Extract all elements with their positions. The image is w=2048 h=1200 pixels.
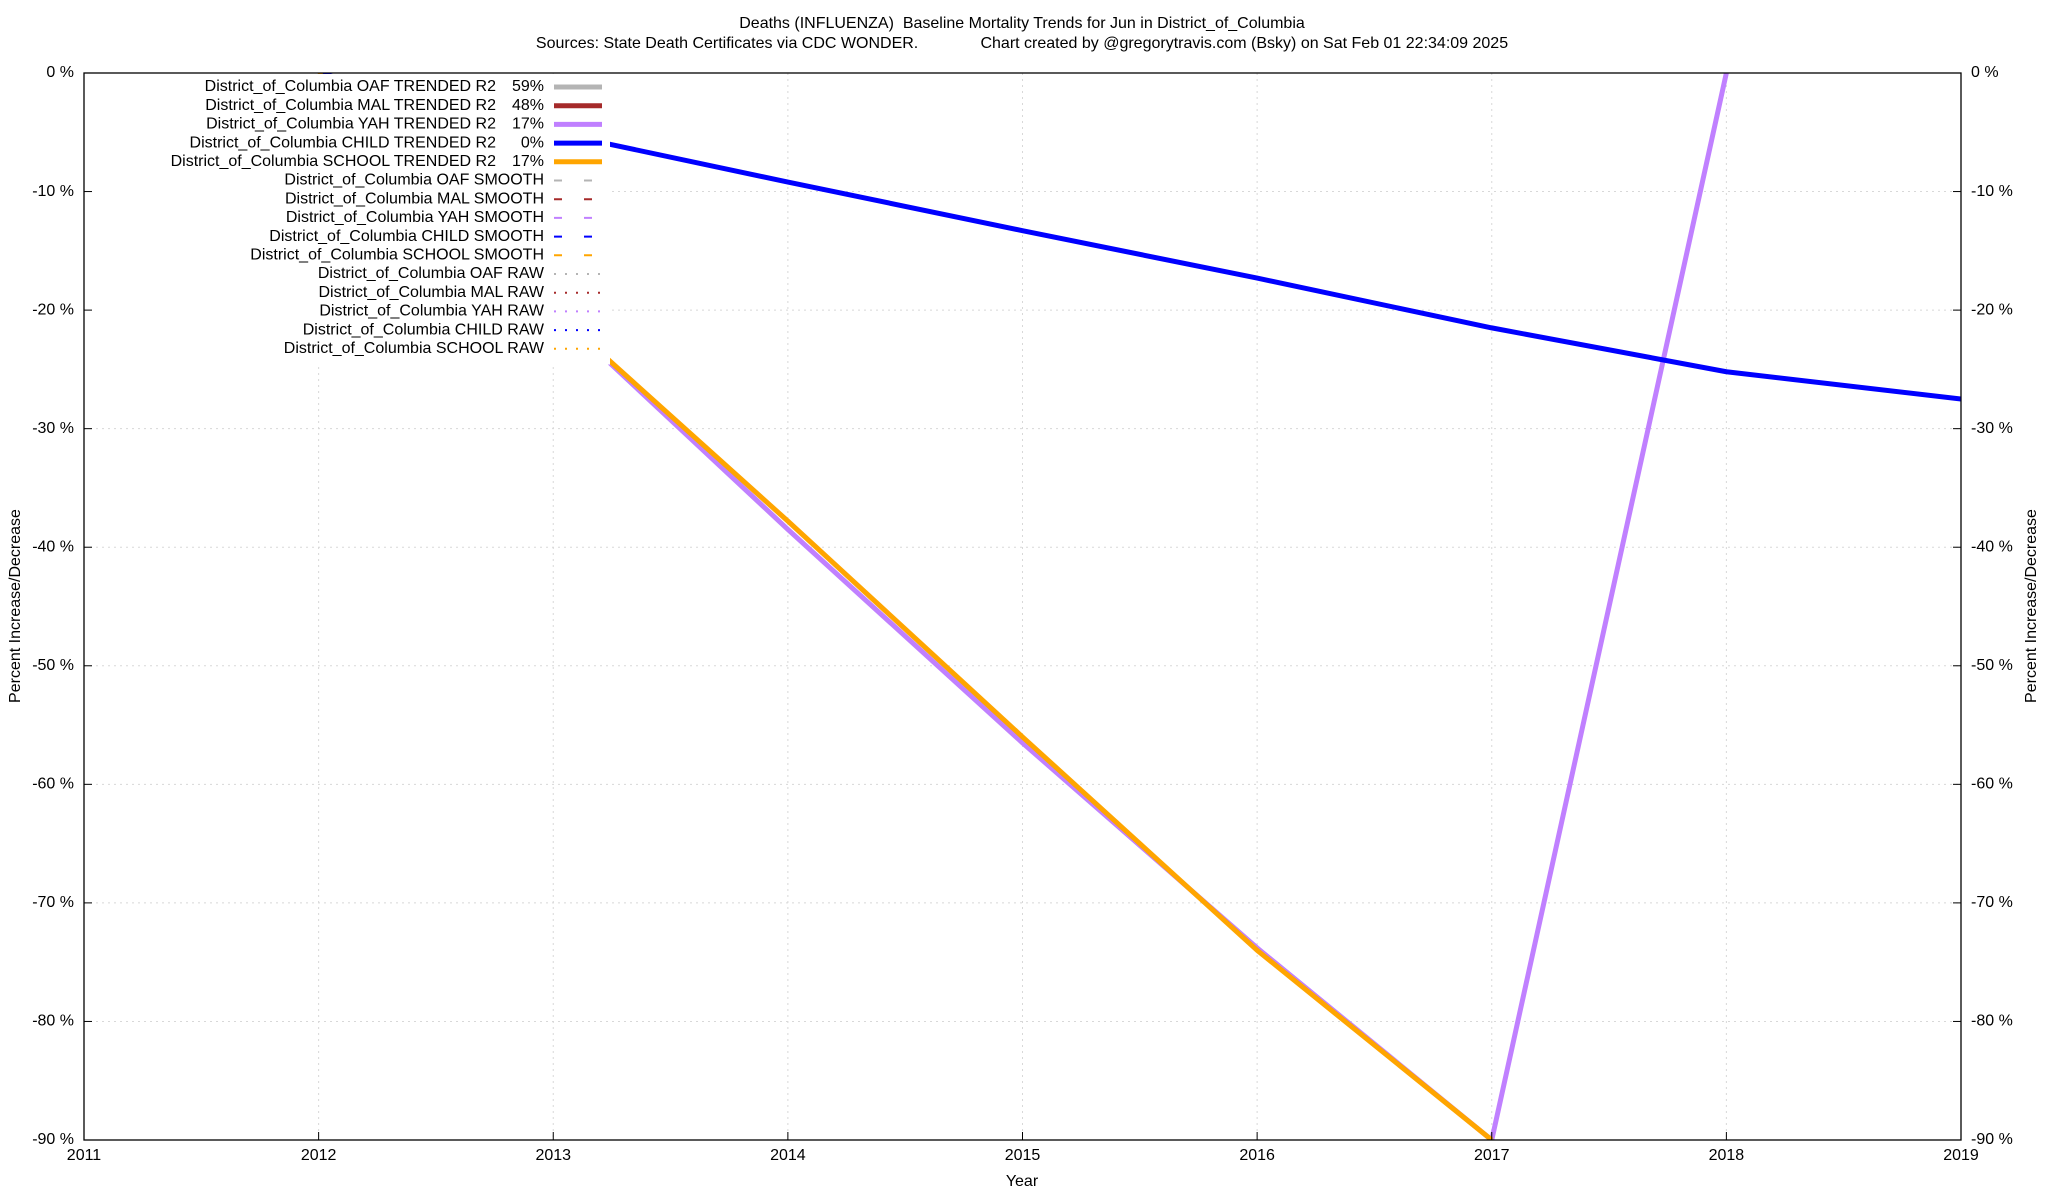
legend: District_of_Columbia OAF TRENDED R2 59% Di… bbox=[85, 74, 610, 365]
y2-tick-label: -60 % bbox=[1971, 776, 2013, 793]
y2-tick-label: -40 % bbox=[1971, 538, 2013, 555]
y2-tick-label: -20 % bbox=[1971, 301, 2013, 318]
x-tick-label: 2012 bbox=[301, 1147, 337, 1164]
y2-tick-label: -10 % bbox=[1971, 183, 2013, 200]
legend-label: District_of_Columbia MAL RAW bbox=[318, 284, 544, 301]
y2-tick-label: -50 % bbox=[1971, 657, 2013, 674]
legend-label: District_of_Columbia SCHOOL SMOOTH bbox=[250, 247, 544, 264]
legend-label: District_of_Columbia CHILD TRENDED R2 bbox=[190, 134, 497, 151]
legend-label: District_of_Columbia MAL SMOOTH bbox=[285, 190, 544, 207]
y-tick-label: -40 % bbox=[32, 538, 74, 555]
legend-label: District_of_Columbia SCHOOL TRENDED R2 bbox=[171, 153, 497, 170]
legend-r2: 59% bbox=[512, 78, 544, 95]
legend-background bbox=[85, 74, 610, 365]
y-tick-label: -20 % bbox=[32, 301, 74, 318]
legend-label: District_of_Columbia CHILD RAW bbox=[303, 321, 545, 338]
legend-r2: 17% bbox=[512, 153, 544, 170]
legend-label: District_of_Columbia OAF TRENDED R2 bbox=[205, 78, 496, 95]
legend-label: District_of_Columbia SCHOOL RAW bbox=[284, 340, 545, 357]
y2-tick-label: -80 % bbox=[1971, 1013, 2013, 1030]
legend-label: District_of_Columbia YAH SMOOTH bbox=[286, 209, 544, 226]
y-tick-label: -10 % bbox=[32, 183, 74, 200]
chart-subtitle: Sources: State Death Certificates via CD… bbox=[536, 35, 1508, 52]
y-tick-label: -70 % bbox=[32, 894, 74, 911]
y-tick-label: -50 % bbox=[32, 657, 74, 674]
y2-tick-label: -90 % bbox=[1971, 1131, 2013, 1148]
x-tick-label: 2015 bbox=[1005, 1147, 1041, 1164]
y-tick-label: -60 % bbox=[32, 776, 74, 793]
ticks: 0 % -10 % -20 % -30 % -40 % -50 % -60 % -70 % -8… bbox=[32, 64, 2013, 1164]
x-axis-label: Year bbox=[1006, 1173, 1039, 1190]
y-tick-label: -90 % bbox=[32, 1131, 74, 1148]
y2-axis-label: Percent Increase/Decrease bbox=[2023, 509, 2040, 703]
y2-tick-label: -70 % bbox=[1971, 894, 2013, 911]
y2-tick-label: 0 % bbox=[1971, 64, 1999, 81]
legend-label: District_of_Columbia MAL TRENDED R2 bbox=[205, 97, 496, 114]
legend-label: District_of_Columbia OAF SMOOTH bbox=[284, 172, 544, 189]
chart-title: Deaths (INFLUENZA) Baseline Mortality Tr… bbox=[739, 15, 1305, 32]
y-tick-label: -80 % bbox=[32, 1013, 74, 1030]
x-tick-label: 2019 bbox=[1943, 1147, 1979, 1164]
x-tick-label: 2018 bbox=[1709, 1147, 1745, 1164]
y-tick-label: 0 % bbox=[46, 64, 74, 81]
x-tick-label: 2011 bbox=[67, 1147, 102, 1164]
legend-r2: 0% bbox=[521, 134, 544, 151]
legend-label: District_of_Columbia YAH RAW bbox=[319, 303, 545, 320]
x-tick-label: 2013 bbox=[535, 1147, 571, 1164]
legend-r2: 48% bbox=[512, 97, 544, 114]
x-tick-label: 2016 bbox=[1239, 1147, 1275, 1164]
legend-r2: 17% bbox=[512, 116, 544, 133]
x-tick-label: 2014 bbox=[770, 1147, 806, 1164]
legend-label: District_of_Columbia YAH TRENDED R2 bbox=[206, 116, 496, 133]
x-tick-label: 2017 bbox=[1474, 1147, 1510, 1164]
y-axis-label: Percent Increase/Decrease bbox=[7, 509, 24, 703]
y-tick-label: -30 % bbox=[32, 420, 74, 437]
legend-label: District_of_Columbia OAF RAW bbox=[318, 265, 545, 282]
y2-tick-label: -30 % bbox=[1971, 420, 2013, 437]
legend-label: District_of_Columbia CHILD SMOOTH bbox=[269, 228, 544, 245]
